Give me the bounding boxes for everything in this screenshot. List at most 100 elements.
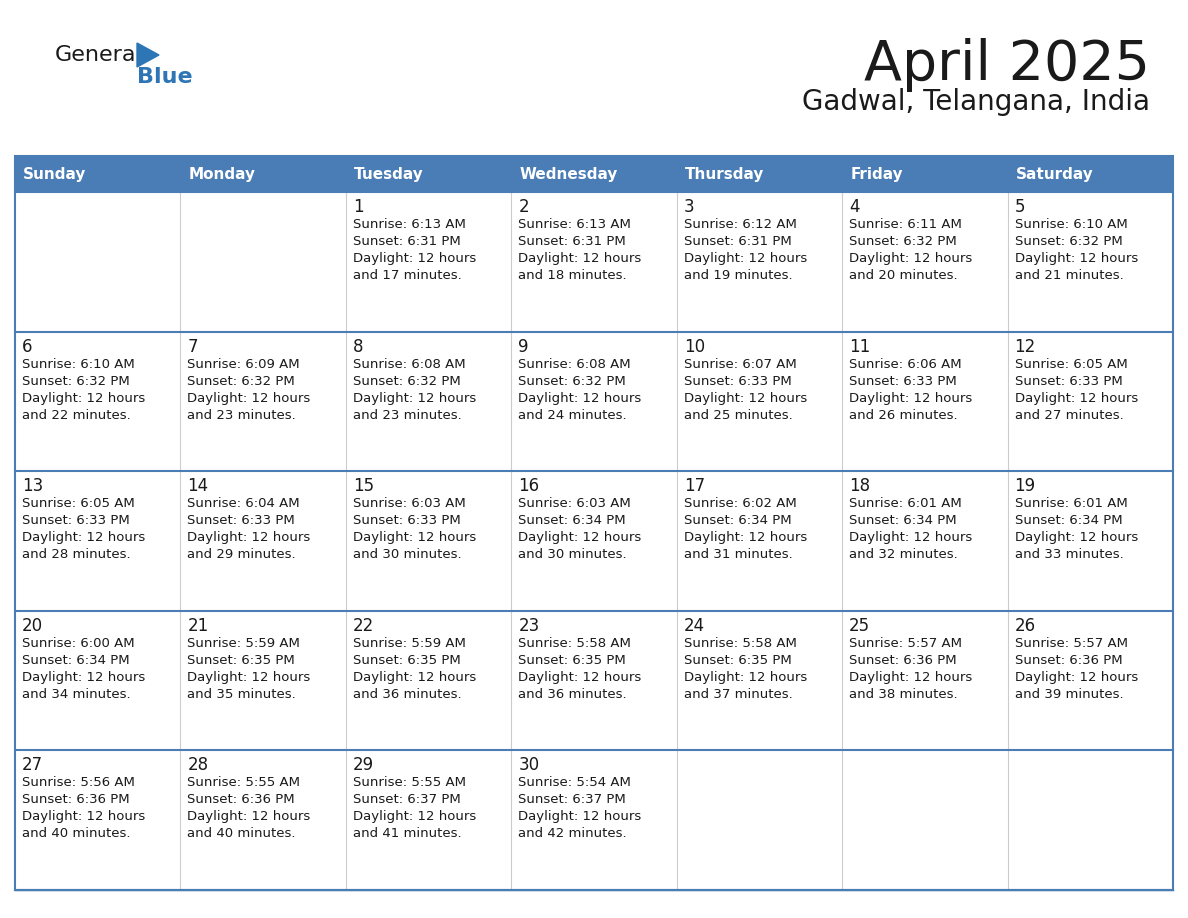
Bar xyxy=(511,331,677,471)
Text: Daylight: 12 hours: Daylight: 12 hours xyxy=(1015,671,1138,684)
Text: and 17 minutes.: and 17 minutes. xyxy=(353,269,462,282)
Bar xyxy=(1007,471,1173,610)
Bar xyxy=(842,192,1007,331)
Text: Sunrise: 6:05 AM: Sunrise: 6:05 AM xyxy=(1015,358,1127,371)
Text: Sunrise: 6:01 AM: Sunrise: 6:01 AM xyxy=(849,498,962,510)
Text: Sunset: 6:37 PM: Sunset: 6:37 PM xyxy=(518,793,626,806)
Text: and 20 minutes.: and 20 minutes. xyxy=(849,269,958,282)
Text: and 33 minutes.: and 33 minutes. xyxy=(1015,548,1124,561)
Text: 3: 3 xyxy=(684,198,694,216)
Text: Sunset: 6:33 PM: Sunset: 6:33 PM xyxy=(849,375,956,387)
Bar xyxy=(346,192,511,331)
Text: 12: 12 xyxy=(1015,338,1036,355)
Text: Sunrise: 5:57 AM: Sunrise: 5:57 AM xyxy=(849,637,962,650)
Text: Sunset: 6:32 PM: Sunset: 6:32 PM xyxy=(23,375,129,387)
Bar xyxy=(677,471,842,610)
Text: Sunrise: 6:10 AM: Sunrise: 6:10 AM xyxy=(1015,218,1127,231)
Text: and 31 minutes.: and 31 minutes. xyxy=(684,548,792,561)
Text: and 26 minutes.: and 26 minutes. xyxy=(849,409,958,421)
Text: Sunset: 6:34 PM: Sunset: 6:34 PM xyxy=(849,514,956,527)
Text: April 2025: April 2025 xyxy=(864,38,1150,92)
Text: and 42 minutes.: and 42 minutes. xyxy=(518,827,627,840)
Text: Daylight: 12 hours: Daylight: 12 hours xyxy=(188,392,311,405)
Text: Gadwal, Telangana, India: Gadwal, Telangana, India xyxy=(802,88,1150,116)
Text: Daylight: 12 hours: Daylight: 12 hours xyxy=(353,671,476,684)
Text: Daylight: 12 hours: Daylight: 12 hours xyxy=(684,392,807,405)
Text: Sunset: 6:34 PM: Sunset: 6:34 PM xyxy=(684,514,791,527)
Text: Sunrise: 6:04 AM: Sunrise: 6:04 AM xyxy=(188,498,301,510)
Text: 9: 9 xyxy=(518,338,529,355)
Text: and 37 minutes.: and 37 minutes. xyxy=(684,688,792,700)
Bar xyxy=(677,192,842,331)
Text: 7: 7 xyxy=(188,338,198,355)
Text: Sunrise: 5:55 AM: Sunrise: 5:55 AM xyxy=(188,777,301,789)
Text: Sunset: 6:31 PM: Sunset: 6:31 PM xyxy=(684,235,791,248)
Text: Daylight: 12 hours: Daylight: 12 hours xyxy=(684,532,807,544)
Text: Sunrise: 5:58 AM: Sunrise: 5:58 AM xyxy=(684,637,797,650)
Text: Sunset: 6:37 PM: Sunset: 6:37 PM xyxy=(353,793,461,806)
Text: Daylight: 12 hours: Daylight: 12 hours xyxy=(23,811,145,823)
Text: Daylight: 12 hours: Daylight: 12 hours xyxy=(518,811,642,823)
Text: Sunrise: 6:00 AM: Sunrise: 6:00 AM xyxy=(23,637,134,650)
Text: 28: 28 xyxy=(188,756,209,775)
Text: and 24 minutes.: and 24 minutes. xyxy=(518,409,627,421)
Text: Sunrise: 6:06 AM: Sunrise: 6:06 AM xyxy=(849,358,962,371)
Bar xyxy=(677,331,842,471)
Text: Daylight: 12 hours: Daylight: 12 hours xyxy=(849,392,973,405)
Text: 25: 25 xyxy=(849,617,871,635)
Bar xyxy=(346,610,511,750)
Text: and 28 minutes.: and 28 minutes. xyxy=(23,548,131,561)
Text: 19: 19 xyxy=(1015,477,1036,495)
Text: Sunrise: 6:09 AM: Sunrise: 6:09 AM xyxy=(188,358,301,371)
Polygon shape xyxy=(137,43,159,67)
Text: 30: 30 xyxy=(518,756,539,775)
Text: 27: 27 xyxy=(23,756,43,775)
Text: Sunset: 6:31 PM: Sunset: 6:31 PM xyxy=(518,235,626,248)
Text: and 23 minutes.: and 23 minutes. xyxy=(353,409,462,421)
Text: Daylight: 12 hours: Daylight: 12 hours xyxy=(353,392,476,405)
Text: Daylight: 12 hours: Daylight: 12 hours xyxy=(684,252,807,265)
Text: Daylight: 12 hours: Daylight: 12 hours xyxy=(23,671,145,684)
Text: Sunset: 6:36 PM: Sunset: 6:36 PM xyxy=(849,654,956,666)
Text: and 38 minutes.: and 38 minutes. xyxy=(849,688,958,700)
Text: Sunday: Sunday xyxy=(23,166,87,182)
Text: 21: 21 xyxy=(188,617,209,635)
Text: and 34 minutes.: and 34 minutes. xyxy=(23,688,131,700)
Text: and 29 minutes.: and 29 minutes. xyxy=(188,548,296,561)
Text: Sunset: 6:32 PM: Sunset: 6:32 PM xyxy=(353,375,461,387)
Text: Sunrise: 6:02 AM: Sunrise: 6:02 AM xyxy=(684,498,796,510)
Text: Friday: Friday xyxy=(851,166,903,182)
Text: and 39 minutes.: and 39 minutes. xyxy=(1015,688,1123,700)
Text: Sunrise: 5:54 AM: Sunrise: 5:54 AM xyxy=(518,777,631,789)
Text: Daylight: 12 hours: Daylight: 12 hours xyxy=(849,671,973,684)
Text: Sunset: 6:32 PM: Sunset: 6:32 PM xyxy=(188,375,295,387)
Text: Saturday: Saturday xyxy=(1016,166,1093,182)
Text: 17: 17 xyxy=(684,477,704,495)
Text: Sunrise: 5:59 AM: Sunrise: 5:59 AM xyxy=(353,637,466,650)
Text: Daylight: 12 hours: Daylight: 12 hours xyxy=(188,532,311,544)
Text: 10: 10 xyxy=(684,338,704,355)
Text: Sunrise: 5:57 AM: Sunrise: 5:57 AM xyxy=(1015,637,1127,650)
Text: and 36 minutes.: and 36 minutes. xyxy=(353,688,461,700)
Text: Daylight: 12 hours: Daylight: 12 hours xyxy=(188,671,311,684)
Bar xyxy=(181,750,346,890)
Bar xyxy=(677,750,842,890)
Text: Daylight: 12 hours: Daylight: 12 hours xyxy=(353,532,476,544)
Text: Sunrise: 6:03 AM: Sunrise: 6:03 AM xyxy=(518,498,631,510)
Text: and 36 minutes.: and 36 minutes. xyxy=(518,688,627,700)
Text: Sunrise: 6:10 AM: Sunrise: 6:10 AM xyxy=(23,358,134,371)
Bar xyxy=(15,471,181,610)
Text: Daylight: 12 hours: Daylight: 12 hours xyxy=(353,252,476,265)
Text: Sunset: 6:32 PM: Sunset: 6:32 PM xyxy=(849,235,956,248)
Text: Tuesday: Tuesday xyxy=(354,166,424,182)
Text: 8: 8 xyxy=(353,338,364,355)
Text: Daylight: 12 hours: Daylight: 12 hours xyxy=(188,811,311,823)
Text: and 21 minutes.: and 21 minutes. xyxy=(1015,269,1124,282)
Text: 4: 4 xyxy=(849,198,860,216)
Bar xyxy=(511,610,677,750)
Text: Sunrise: 6:07 AM: Sunrise: 6:07 AM xyxy=(684,358,796,371)
Bar xyxy=(842,471,1007,610)
Bar xyxy=(511,471,677,610)
Text: Sunrise: 6:03 AM: Sunrise: 6:03 AM xyxy=(353,498,466,510)
Bar xyxy=(346,750,511,890)
